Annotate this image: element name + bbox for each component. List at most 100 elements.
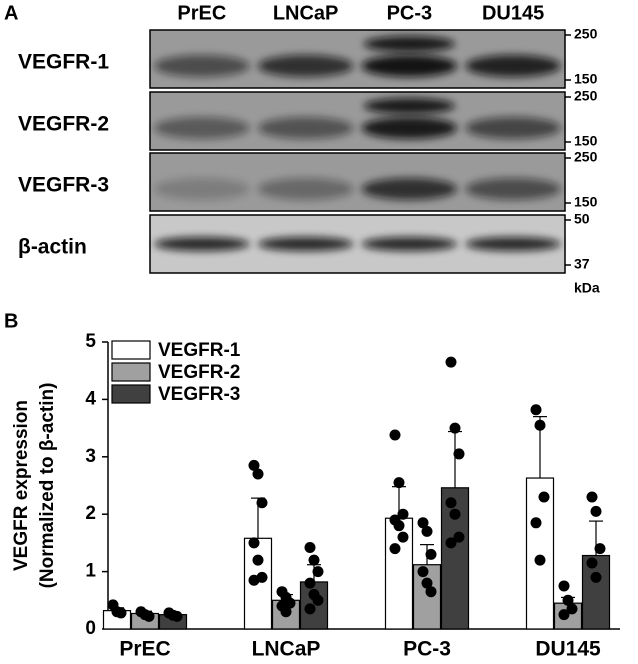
- data-point: [453, 448, 465, 460]
- lane-label: LNCaP: [273, 2, 339, 24]
- data-point: [308, 554, 320, 566]
- data-point: [393, 520, 405, 532]
- data-point: [312, 566, 324, 578]
- data-point: [445, 497, 457, 509]
- blot-label: β-actin: [18, 236, 87, 259]
- data-point: [530, 517, 542, 529]
- y-tick-label: 1: [85, 561, 96, 582]
- marker-label: 37: [574, 256, 590, 272]
- data-point: [453, 531, 465, 543]
- blot-label: VEGFR-3: [18, 174, 109, 197]
- legend-swatch: [111, 362, 151, 382]
- lane-label: PC-3: [387, 2, 433, 24]
- data-point: [312, 594, 324, 606]
- legend-label: VEGFR-2: [158, 362, 240, 383]
- blot-band: [154, 54, 250, 77]
- blot-label: VEGFR-1: [18, 51, 109, 74]
- bar: [581, 554, 611, 630]
- data-point: [115, 607, 127, 619]
- data-point: [304, 577, 316, 589]
- blot-label: VEGFR-2: [18, 113, 109, 136]
- bar: [525, 477, 555, 630]
- blot-band: [257, 177, 354, 200]
- marker-label: 150: [574, 194, 598, 210]
- data-point: [304, 541, 316, 553]
- bar-chart: 0 1 2 3 4 5 VEGFR expression (Normalized to β-a…: [11, 331, 620, 661]
- x-tick-label: PrEC: [119, 638, 170, 661]
- blot-band: [257, 54, 354, 77]
- blot-band: [154, 177, 250, 200]
- data-point: [562, 594, 574, 606]
- data-point: [594, 543, 606, 555]
- data-point: [445, 356, 457, 368]
- data-point: [389, 429, 401, 441]
- data-point: [248, 574, 260, 586]
- data-point: [171, 610, 183, 622]
- blot-band: [257, 237, 354, 251]
- marker-label: 250: [574, 149, 598, 165]
- blot-band: [257, 116, 354, 139]
- marker-label: 250: [574, 88, 598, 104]
- lane-label: PrEC: [177, 2, 226, 24]
- blot-band: [363, 36, 456, 52]
- legend-label: VEGFR-3: [158, 384, 240, 405]
- blot-band: [154, 237, 250, 251]
- y-tick-label: 5: [85, 331, 96, 352]
- y-axis-label: VEGFR expression: [11, 400, 32, 571]
- marker-label: 250: [574, 26, 598, 42]
- data-point: [280, 606, 292, 618]
- marker-label: 150: [574, 133, 598, 149]
- lane-label: DU145: [482, 2, 544, 24]
- panel-label: A: [4, 2, 18, 24]
- data-point: [397, 508, 409, 520]
- y-tick-label: 0: [85, 618, 96, 639]
- data-point: [445, 537, 457, 549]
- data-point: [417, 566, 429, 578]
- data-point: [397, 531, 409, 543]
- data-point: [558, 580, 570, 592]
- data-point: [252, 468, 264, 480]
- data-point: [530, 404, 542, 416]
- y-tick-label: 2: [85, 503, 96, 524]
- data-point: [558, 609, 570, 621]
- y-tick-label: 4: [85, 388, 96, 409]
- blot-band: [363, 98, 456, 114]
- blot-band: [465, 54, 561, 77]
- data-point: [449, 508, 461, 520]
- blot-band: [465, 237, 561, 251]
- western-blot: PrEC LNCaP PC-3 DU145VEGFR-1250150VEGFR-225…: [18, 2, 600, 295]
- legend-swatch: [111, 340, 151, 360]
- data-point: [248, 459, 260, 471]
- bar: [412, 564, 442, 630]
- data-point: [590, 505, 602, 517]
- marker-label: 50: [574, 211, 590, 227]
- data-point: [421, 577, 433, 589]
- data-point: [417, 517, 429, 529]
- blot-band: [361, 177, 458, 200]
- data-point: [256, 497, 268, 509]
- y-tick-label: 3: [85, 446, 96, 467]
- legend-swatch: [111, 384, 151, 404]
- data-point: [143, 610, 155, 622]
- data-point: [586, 491, 598, 503]
- data-point: [534, 419, 546, 431]
- x-tick-label: PC-3: [403, 638, 451, 661]
- unit-label: kDa: [574, 280, 600, 296]
- blot-band: [361, 237, 458, 251]
- data-point: [252, 554, 264, 566]
- data-point: [304, 603, 316, 615]
- data-point: [449, 422, 461, 434]
- data-point: [590, 571, 602, 583]
- marker-label: 150: [574, 71, 598, 87]
- legend-label: VEGFR-1: [158, 340, 241, 361]
- data-point: [389, 543, 401, 555]
- x-tick-label: LNCaP: [252, 638, 321, 661]
- blot-band: [465, 177, 561, 200]
- data-point: [425, 548, 437, 560]
- panel-label: B: [4, 310, 18, 332]
- data-point: [538, 491, 550, 503]
- data-point: [393, 477, 405, 489]
- blot-band: [361, 116, 458, 139]
- data-point: [534, 554, 546, 566]
